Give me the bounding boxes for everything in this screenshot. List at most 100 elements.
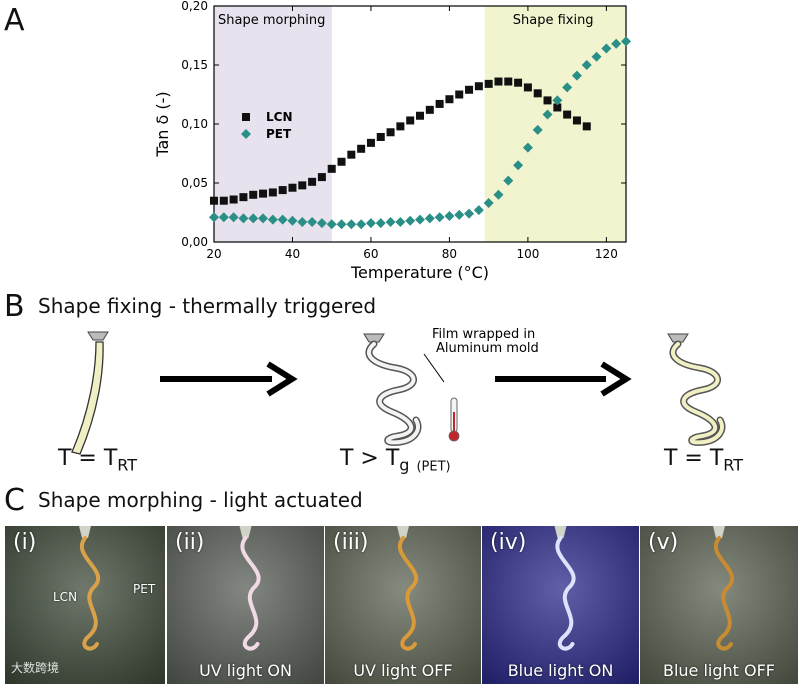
pet-point [228, 212, 239, 223]
pet-point [562, 82, 573, 93]
photo-panel-2: (ii) UV light ON [167, 526, 324, 684]
x-tick-label-3: 80 [442, 247, 457, 261]
region-label-fixing: Shape fixing [513, 13, 594, 28]
lcn-point [366, 138, 375, 147]
lcn-point [435, 99, 444, 108]
legend-label-lcn: LCN [266, 110, 293, 124]
clamp-icon-mid [363, 333, 385, 343]
lcn-point [582, 122, 591, 131]
shape-fixing-diagram: Film wrapped in Aluminum mold [71, 327, 726, 455]
pet-point [434, 212, 445, 223]
lcn-point [523, 83, 532, 92]
pet-point [336, 219, 347, 230]
pet-point [405, 215, 416, 226]
pet-point [473, 205, 484, 216]
photo-caption: Blue light ON [507, 661, 614, 680]
pet-point [238, 213, 249, 224]
lcn-point [386, 128, 395, 137]
lcn-point [288, 183, 297, 192]
pet-point [385, 216, 396, 227]
thermometer-icon [448, 397, 460, 442]
lcn-point [474, 82, 483, 91]
photo-index: (ii) [175, 530, 205, 555]
lcn-point [308, 177, 317, 186]
photo-index: (iii) [333, 530, 369, 555]
x-tick-label-5: 120 [595, 247, 618, 261]
y-tick-label-0: 0,00 [181, 235, 208, 249]
lcn-point [563, 110, 572, 119]
pet-point [552, 95, 563, 106]
lcn-point [455, 90, 464, 99]
pet-point [346, 219, 357, 230]
x-tick-label-2: 60 [363, 247, 378, 261]
photo-caption: UV light OFF [353, 661, 453, 680]
temperature-eq-left: T = TRT [58, 446, 138, 475]
y-tick-label-2: 0,10 [181, 117, 208, 131]
lcn-point [553, 103, 562, 112]
lcn-point [278, 186, 287, 195]
lcn-point [406, 116, 415, 125]
lcn-point [229, 195, 238, 204]
pet-point [297, 216, 308, 227]
y-axis-label: Tan δ (-) [153, 91, 172, 157]
pet-point [287, 215, 298, 226]
legend-marker-pet [241, 129, 251, 139]
mold-annotation-2: Aluminum mold [436, 341, 539, 356]
pet-point [601, 43, 612, 54]
lcn-point [239, 193, 248, 202]
legend-label-pet: PET [266, 127, 292, 141]
lcn-point [268, 188, 277, 197]
y-tick-label-1: 0,05 [181, 176, 208, 190]
lcn-point [210, 196, 218, 205]
region-label-morphing: Shape morphing [218, 13, 325, 28]
photo-image [640, 526, 798, 684]
lcn-point [327, 164, 336, 173]
lcn-point [416, 111, 424, 120]
photo-image [167, 526, 324, 684]
photo-index: (v) [648, 530, 679, 555]
pet-point [503, 175, 514, 186]
photo-index: (iv) [490, 530, 527, 555]
lcn-point [425, 105, 434, 114]
lcn-point [347, 150, 356, 159]
label-pet: PET [133, 582, 156, 596]
lcn-point [484, 79, 493, 88]
arrow-right-icon-1 [160, 361, 298, 397]
pet-point [591, 51, 602, 62]
arrow-right-icon-2 [495, 361, 632, 397]
label-lcn: LCN [53, 590, 78, 604]
lcn-point [465, 85, 474, 94]
lcn-point [514, 78, 523, 87]
mold-annotation-1: Film wrapped in [432, 327, 535, 342]
pet-point [395, 216, 406, 227]
pet-point [375, 218, 386, 229]
pet-point [581, 60, 592, 70]
pet-point [424, 213, 435, 224]
panel-c-letter: C [4, 483, 25, 518]
pet-point [483, 198, 494, 209]
tan-delta-chart: Shape morphing Shape fixing 20 40 60 80 100 120… [153, 0, 631, 282]
panel-c-title: Shape morphing - light actuated [38, 488, 363, 512]
photo-index: (i) [13, 530, 37, 555]
lcn-point [396, 122, 405, 131]
photo-panel-3: (iii) UV light OFF [325, 526, 481, 684]
pet-point [571, 70, 582, 81]
pet-point [307, 216, 318, 227]
pet-point [611, 38, 622, 49]
clamp-icon-left [87, 331, 109, 341]
pet-point [277, 214, 288, 225]
panel-b-letter: B [4, 289, 25, 324]
temperature-eq-right: T = TRT [664, 446, 744, 475]
lcn-point [543, 96, 552, 105]
region-shape-morphing [214, 6, 332, 242]
clamp-icon-right [667, 333, 689, 343]
pet-point [316, 218, 327, 229]
lcn-point [317, 173, 326, 182]
pet-point [464, 208, 475, 219]
watermark: 大数跨境 [11, 661, 60, 675]
photo-panel-5: (v) Blue light OFF [640, 526, 798, 684]
lcn-point [494, 77, 503, 86]
photo-caption: Blue light OFF [662, 661, 776, 680]
lcn-point [445, 95, 454, 104]
lcn-point [259, 189, 268, 198]
